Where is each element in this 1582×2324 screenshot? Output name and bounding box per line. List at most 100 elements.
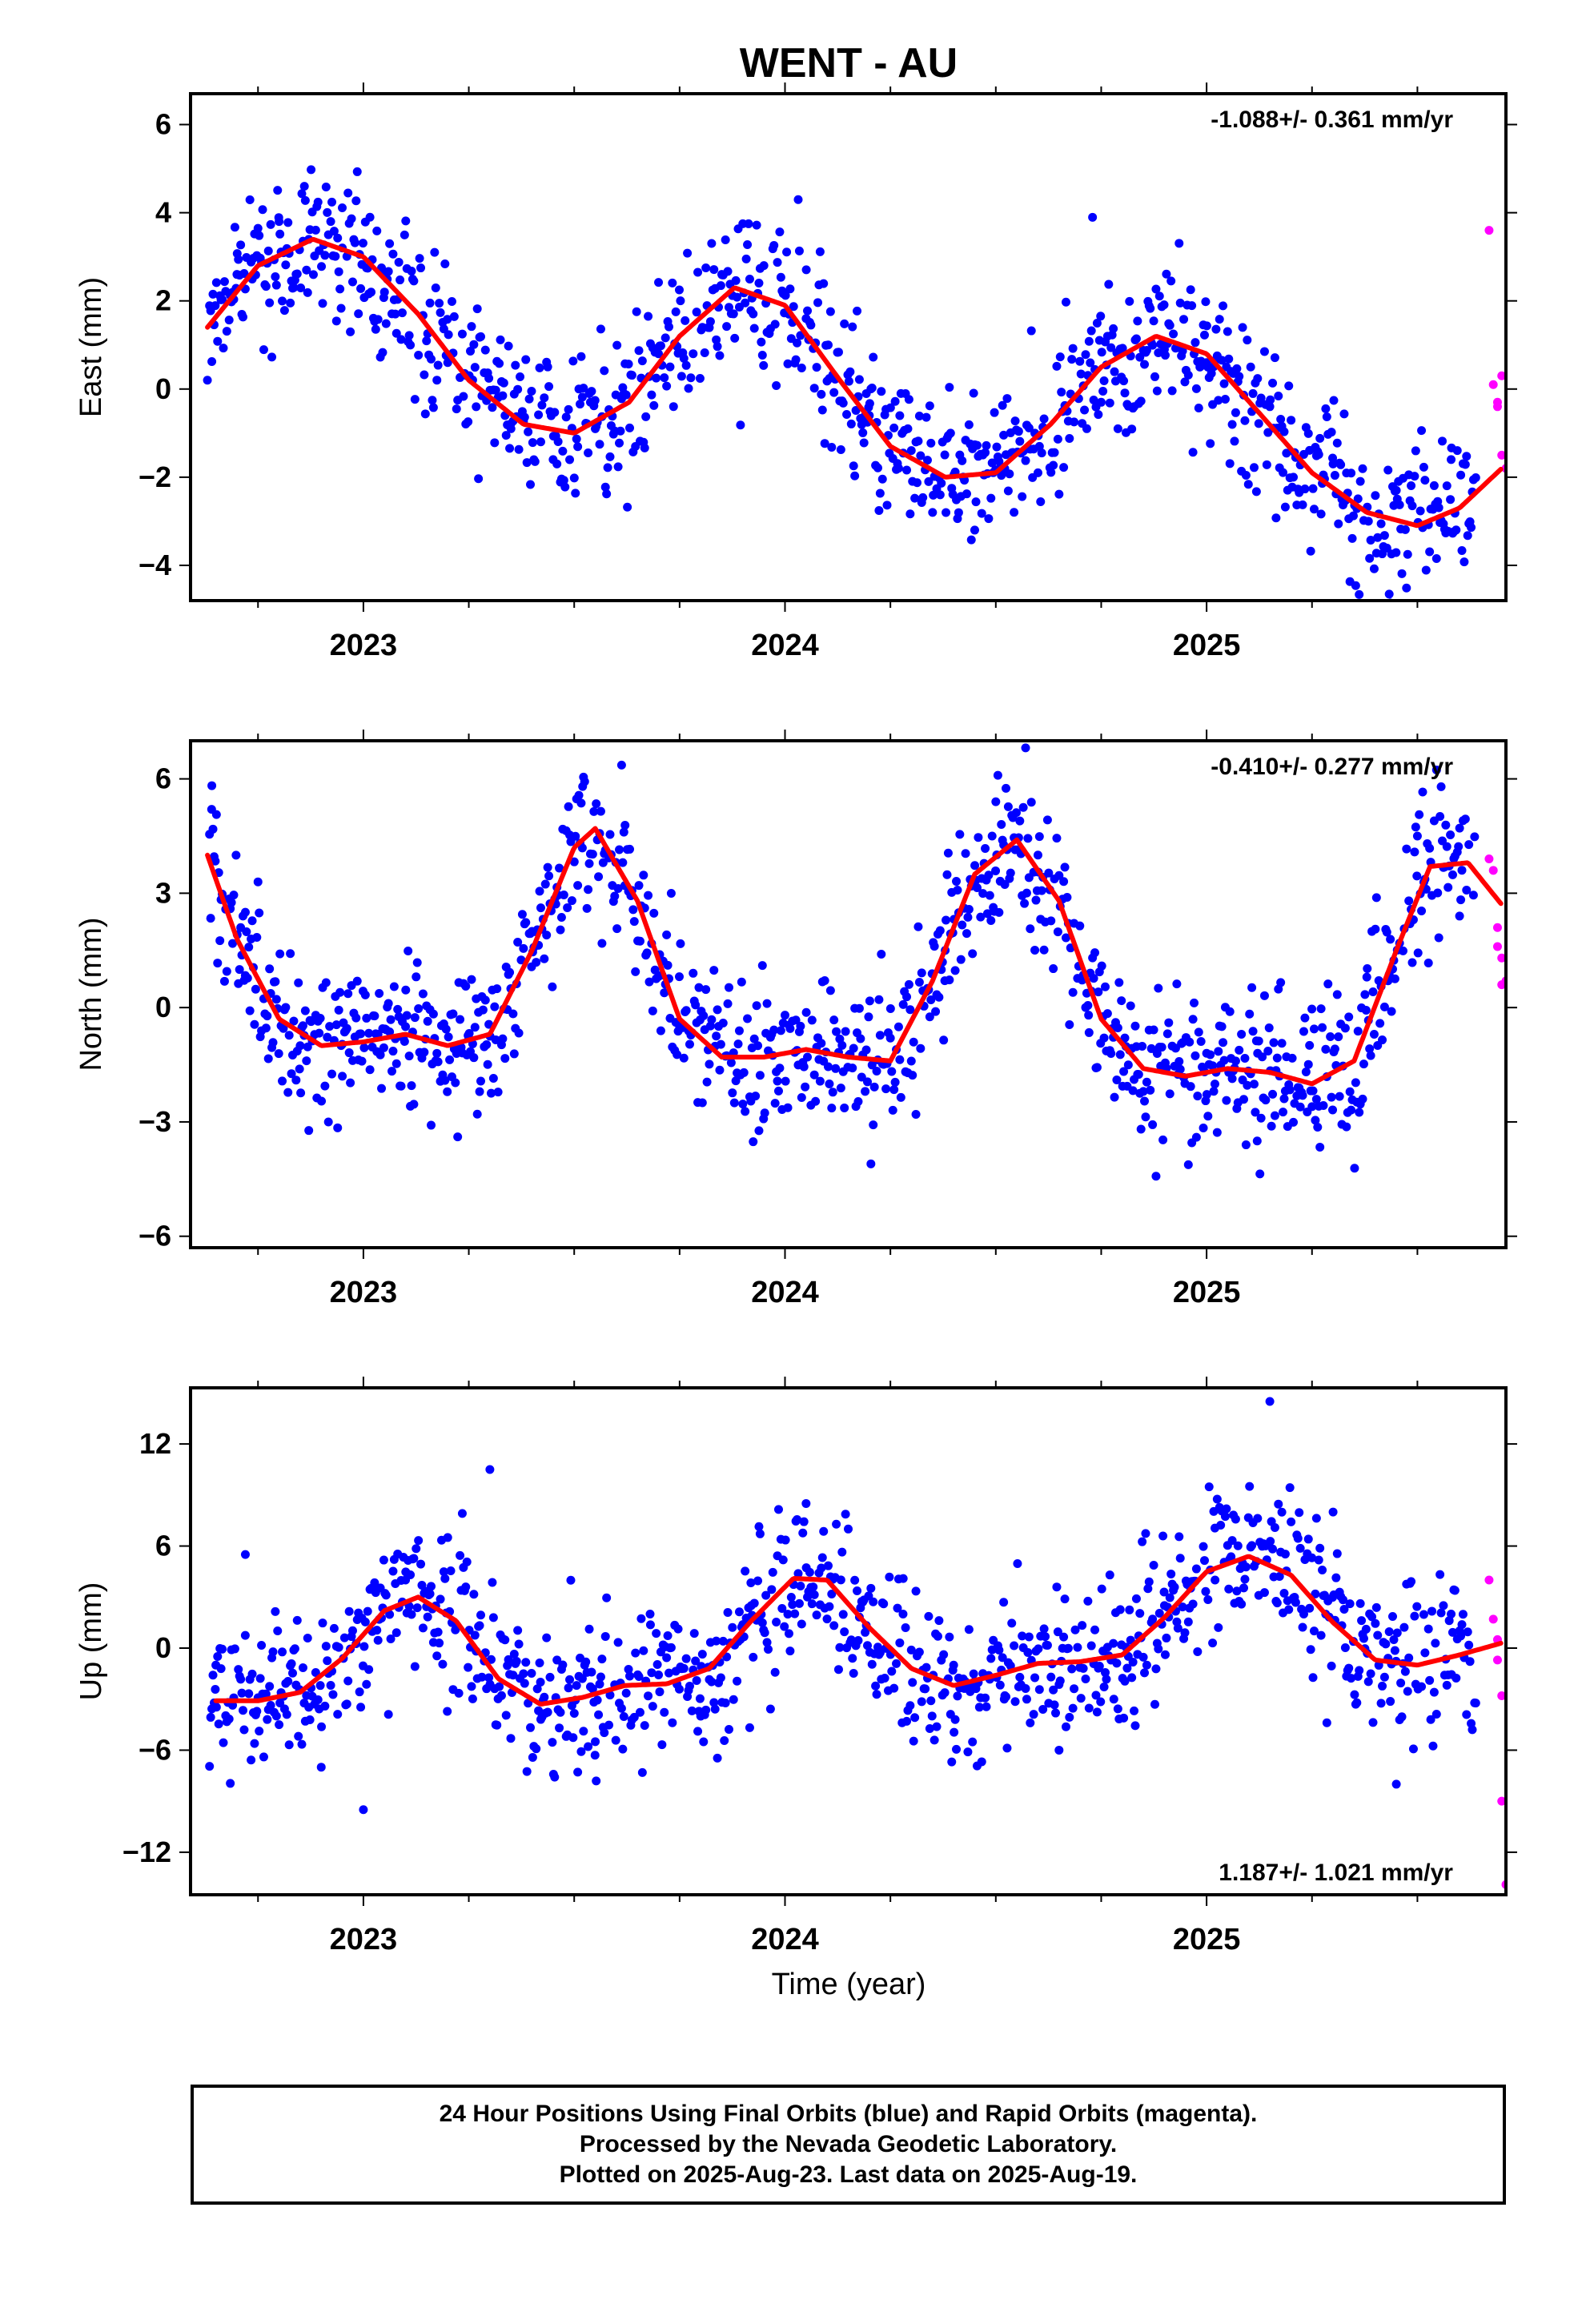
- final-point: [484, 1019, 494, 1029]
- final-point: [1287, 1053, 1297, 1063]
- final-point: [1081, 350, 1090, 360]
- y-tick-label: −6: [139, 1220, 171, 1252]
- final-point: [1015, 1672, 1025, 1682]
- final-point: [1136, 1124, 1146, 1134]
- final-point: [872, 1066, 881, 1076]
- final-point: [1251, 487, 1261, 497]
- final-point: [534, 410, 544, 420]
- final-point: [1174, 239, 1184, 248]
- final-point: [819, 1526, 829, 1536]
- final-point: [1369, 564, 1379, 573]
- final-point: [247, 916, 257, 926]
- final-point: [1313, 1123, 1323, 1132]
- final-point: [1321, 404, 1331, 413]
- final-point: [1404, 896, 1414, 906]
- final-point: [924, 476, 934, 486]
- final-point: [695, 374, 705, 384]
- final-point: [1054, 870, 1064, 880]
- final-point: [397, 308, 407, 318]
- final-point: [1199, 1542, 1208, 1551]
- final-point: [584, 1624, 594, 1634]
- final-point: [801, 314, 811, 324]
- final-point: [925, 401, 934, 411]
- final-point: [981, 843, 990, 853]
- final-point: [850, 471, 860, 480]
- final-point: [284, 1740, 294, 1750]
- final-point: [1452, 525, 1461, 535]
- final-point: [887, 1667, 897, 1676]
- final-point: [1306, 546, 1315, 556]
- final-point: [573, 881, 583, 891]
- final-point: [467, 975, 476, 984]
- final-point: [1367, 1612, 1377, 1622]
- final-point: [1099, 1682, 1109, 1691]
- final-point: [292, 269, 302, 279]
- final-point: [964, 905, 974, 915]
- final-point: [206, 914, 215, 923]
- final-point: [1026, 924, 1035, 934]
- final-point: [1358, 464, 1367, 473]
- final-point: [448, 1009, 458, 1019]
- final-point: [1208, 1638, 1218, 1648]
- final-point: [391, 1628, 401, 1638]
- final-point: [596, 1672, 605, 1682]
- final-point: [616, 760, 626, 770]
- final-point: [978, 889, 988, 899]
- final-point: [982, 1702, 991, 1711]
- final-point: [1263, 1046, 1273, 1055]
- final-point: [921, 1684, 930, 1694]
- final-point: [733, 292, 742, 302]
- final-point: [1265, 402, 1275, 412]
- final-point: [596, 324, 605, 334]
- final-point: [654, 349, 664, 359]
- final-point: [440, 259, 450, 269]
- final-point: [527, 1668, 536, 1678]
- final-point: [412, 1544, 421, 1554]
- final-point: [1059, 463, 1069, 472]
- final-point: [1152, 386, 1162, 396]
- final-point: [950, 1715, 960, 1724]
- final-point: [1010, 416, 1020, 426]
- final-point: [865, 996, 874, 1006]
- final-point: [1355, 589, 1364, 599]
- final-point: [404, 1051, 414, 1061]
- final-point: [982, 909, 992, 919]
- final-point: [673, 1624, 683, 1634]
- final-point: [1400, 1667, 1410, 1676]
- final-point: [1311, 1514, 1321, 1523]
- final-point: [1140, 1096, 1150, 1106]
- final-point: [294, 978, 303, 987]
- final-point: [1212, 1494, 1222, 1504]
- final-point: [848, 1063, 857, 1073]
- final-point: [1396, 1679, 1406, 1688]
- final-point: [817, 1563, 826, 1573]
- final-point: [807, 1015, 817, 1025]
- final-point: [917, 1697, 926, 1707]
- final-point: [972, 883, 982, 892]
- final-point: [1264, 1023, 1274, 1032]
- final-point: [932, 1722, 942, 1731]
- final-point: [1386, 935, 1395, 944]
- final-point: [501, 1711, 511, 1720]
- final-point: [472, 304, 482, 314]
- final-point: [1331, 1573, 1341, 1582]
- final-point: [1358, 1094, 1367, 1104]
- final-point: [1239, 1583, 1249, 1593]
- final-point: [854, 1003, 864, 1013]
- final-point: [299, 182, 309, 191]
- final-point: [298, 1663, 307, 1673]
- final-point: [444, 1032, 453, 1042]
- final-point: [1204, 1482, 1214, 1492]
- final-point: [505, 967, 515, 977]
- final-point: [1002, 394, 1012, 404]
- final-point: [1090, 948, 1100, 958]
- final-point: [1018, 492, 1027, 501]
- final-point: [922, 456, 932, 465]
- final-point: [207, 805, 216, 814]
- final-point: [1062, 893, 1072, 903]
- final-point: [1391, 1779, 1401, 1789]
- final-point: [1024, 423, 1034, 432]
- final-point: [906, 446, 916, 456]
- final-point: [1120, 1676, 1130, 1686]
- final-point: [1119, 376, 1129, 386]
